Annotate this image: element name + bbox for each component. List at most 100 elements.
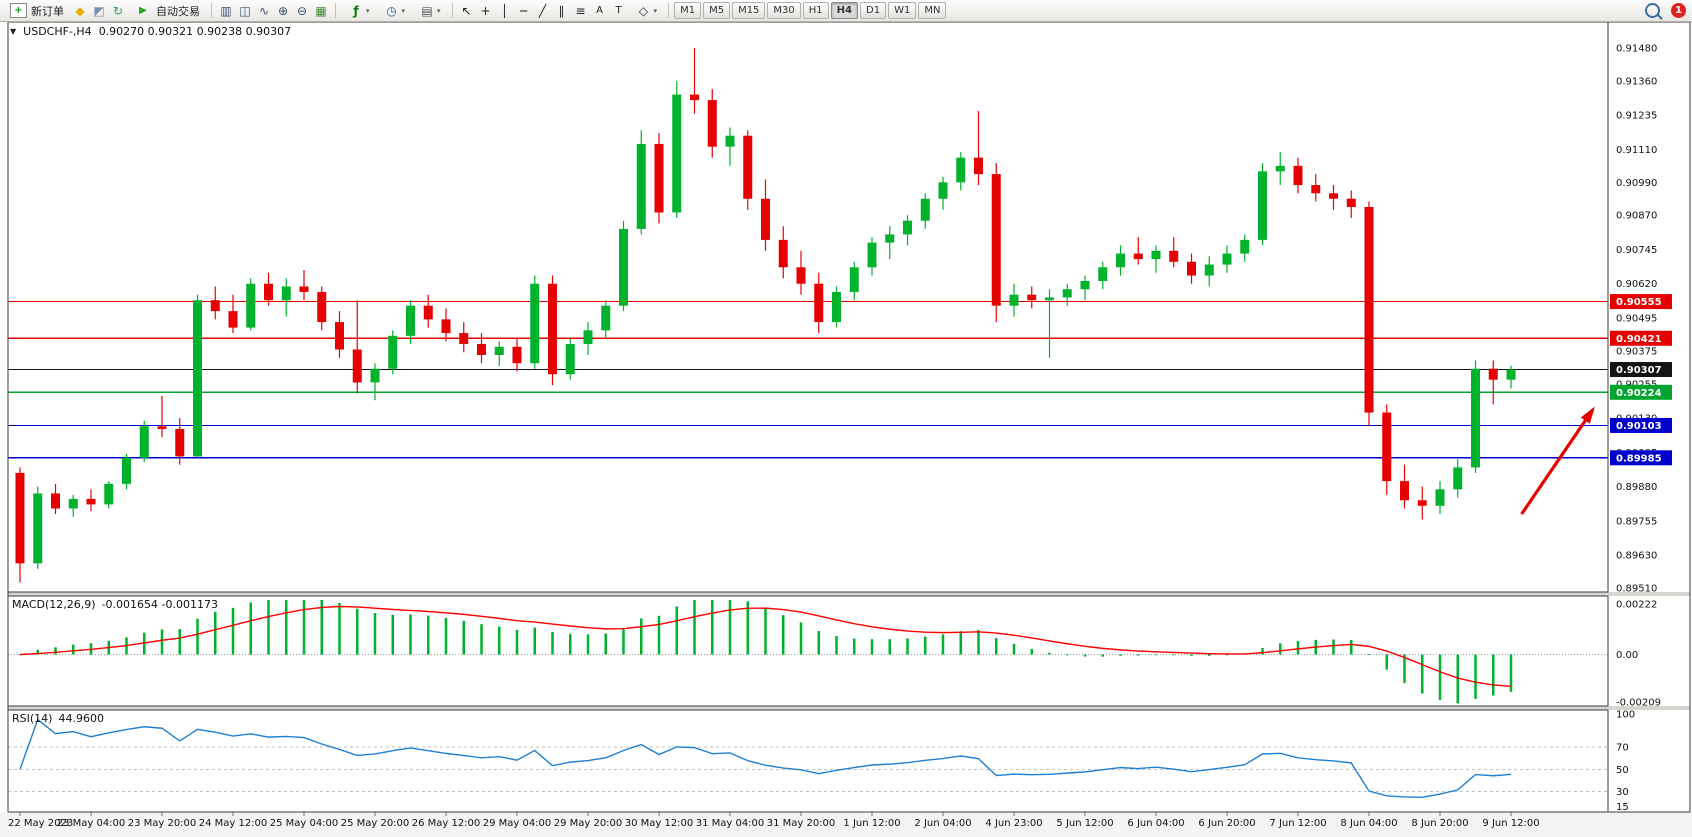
svg-text:0.91480: 0.91480 — [1616, 44, 1657, 55]
label-tool-icon[interactable]: T — [615, 4, 622, 16]
candle-body — [512, 346, 522, 364]
notification-badge[interactable]: 1 — [1671, 3, 1686, 18]
svg-text:15: 15 — [1616, 802, 1629, 813]
plot-background[interactable] — [8, 22, 1608, 812]
svg-text:29 May 04:00: 29 May 04:00 — [483, 818, 552, 829]
candle-body — [1382, 412, 1392, 482]
candles-mode-icon[interactable]: ◫ — [239, 3, 251, 18]
symbol-period-label: USDCHF-,H4 — [23, 25, 92, 38]
tile-windows-icon[interactable]: ▦ — [315, 3, 327, 18]
bars-mode-icon[interactable]: ▥ — [220, 3, 232, 18]
timeframe-H4[interactable]: H4 — [830, 2, 858, 19]
line-mode-icon[interactable]: ∿ — [258, 3, 270, 18]
candle-body — [317, 291, 327, 323]
channel-icon[interactable]: ∥ — [558, 3, 565, 18]
timeframe-M5[interactable]: M5 — [703, 2, 731, 19]
svg-text:0.00222: 0.00222 — [1616, 600, 1657, 611]
templates-button[interactable]: ▤ ▾ — [412, 2, 447, 20]
svg-text:31 May 04:00: 31 May 04:00 — [696, 818, 765, 829]
svg-text:0.90103: 0.90103 — [1616, 421, 1662, 432]
horizontal-lines[interactable] — [8, 301, 1608, 459]
candle-body — [139, 426, 149, 458]
horizontal-line-icon[interactable]: ─ — [519, 3, 528, 18]
timeframe-MN[interactable]: MN — [918, 2, 947, 19]
auto-trading-button[interactable]: ▶ 自动交易 — [128, 2, 206, 20]
arrow-annotation[interactable] — [1520, 406, 1595, 515]
svg-text:0.89985: 0.89985 — [1616, 453, 1662, 464]
vertical-line-icon[interactable]: │ — [500, 3, 509, 18]
candle-body — [157, 426, 167, 430]
svg-text:0.90990: 0.90990 — [1616, 178, 1657, 189]
candle-body — [388, 335, 398, 369]
metaeditor-icon[interactable]: ◆ — [75, 3, 85, 18]
fibonacci-icon[interactable]: ≡ — [575, 3, 586, 18]
price-axis[interactable] — [1608, 22, 1690, 812]
toolbar-separator — [451, 3, 453, 18]
candle-body — [193, 300, 202, 457]
chart-title-row: ▼ USDCHF-,H4 0.90270 0.90321 0.90238 0.9… — [10, 25, 291, 38]
search-icon[interactable] — [1645, 3, 1660, 18]
trendline-icon[interactable]: ╱ — [538, 3, 547, 18]
timeframe-M1[interactable]: M1 — [674, 2, 702, 19]
auto-trading-label: 自动交易 — [156, 4, 200, 18]
svg-text:1 Jun 12:00: 1 Jun 12:00 — [843, 818, 900, 829]
svg-text:0.90375: 0.90375 — [1616, 346, 1657, 357]
candle-body — [707, 100, 717, 147]
toolbar-separator — [211, 3, 212, 18]
candle-body — [548, 283, 557, 375]
candle-body — [459, 333, 469, 345]
new-order-button[interactable]: + 新订单 — [4, 2, 70, 20]
timeframe-H1[interactable]: H1 — [802, 2, 829, 19]
text-tool-icon[interactable]: A — [596, 4, 603, 16]
panel-splitter[interactable] — [8, 592, 1690, 596]
candle-body — [1329, 193, 1338, 199]
panel-splitter[interactable] — [8, 706, 1690, 710]
periods-button[interactable]: ◷ ▾ — [377, 2, 412, 20]
candle-body — [1062, 289, 1072, 298]
candle-body — [86, 498, 96, 505]
macd-name: MACD(12,26,9) — [12, 598, 96, 611]
zoom-out-icon[interactable]: ⊖ — [296, 3, 308, 18]
chart-window-border — [7, 21, 1691, 813]
window-menu-icon[interactable]: ▼ — [10, 27, 17, 36]
svg-text:0.90870: 0.90870 — [1616, 211, 1657, 222]
candle-body — [636, 143, 646, 229]
svg-text:23 May 20:00: 23 May 20:00 — [128, 818, 197, 829]
svg-text:30 May 12:00: 30 May 12:00 — [625, 818, 694, 829]
candle-body — [335, 322, 344, 350]
timeframe-M15[interactable]: M15 — [732, 2, 766, 19]
timeframe-W1[interactable]: W1 — [888, 2, 917, 19]
price-tag — [1610, 450, 1672, 466]
time-axis[interactable] — [0, 812, 1692, 837]
svg-text:25 May 04:00: 25 May 04:00 — [270, 818, 339, 829]
candle-body — [370, 368, 380, 383]
timeframe-D1[interactable]: D1 — [860, 2, 887, 19]
macd-histogram — [18, 600, 1513, 704]
zoom-in-icon[interactable]: ⊕ — [277, 3, 289, 18]
candle-body — [1258, 171, 1267, 240]
indicators-button[interactable]: ƒ ▾ — [341, 2, 376, 20]
rsi-indicator-label: RSI(14) 44.9600 — [12, 712, 104, 725]
candle-body — [849, 267, 859, 292]
candle-body — [51, 493, 60, 509]
svg-text:24 May 12:00: 24 May 12:00 — [199, 818, 268, 829]
candle-body — [690, 94, 699, 101]
svg-text:6 Jun 04:00: 6 Jun 04:00 — [1127, 818, 1184, 829]
crosshair-icon[interactable]: + — [480, 3, 491, 18]
candle-body — [761, 198, 770, 240]
shapes-button[interactable]: ◇ ▾ — [629, 2, 664, 20]
refresh-icon[interactable]: ↻ — [112, 3, 124, 18]
macd-values: -0.001654 -0.001173 — [101, 598, 218, 611]
candle-body — [654, 143, 664, 213]
price-tag — [1610, 294, 1672, 310]
timeframe-M30[interactable]: M30 — [767, 2, 801, 19]
cursor-icon[interactable]: ↖ — [461, 3, 472, 18]
svg-text:7 Jun 12:00: 7 Jun 12:00 — [1269, 818, 1326, 829]
ohlc-values: 0.90270 0.90321 0.90238 0.90307 — [98, 25, 292, 38]
macd-indicator-label: MACD(12,26,9) -0.001654 -0.001173 — [12, 598, 218, 611]
market-icon[interactable]: ◩ — [93, 3, 105, 18]
svg-text:31 May 20:00: 31 May 20:00 — [767, 818, 836, 829]
toolbar-separator — [335, 3, 336, 18]
svg-text:100: 100 — [1616, 710, 1635, 721]
